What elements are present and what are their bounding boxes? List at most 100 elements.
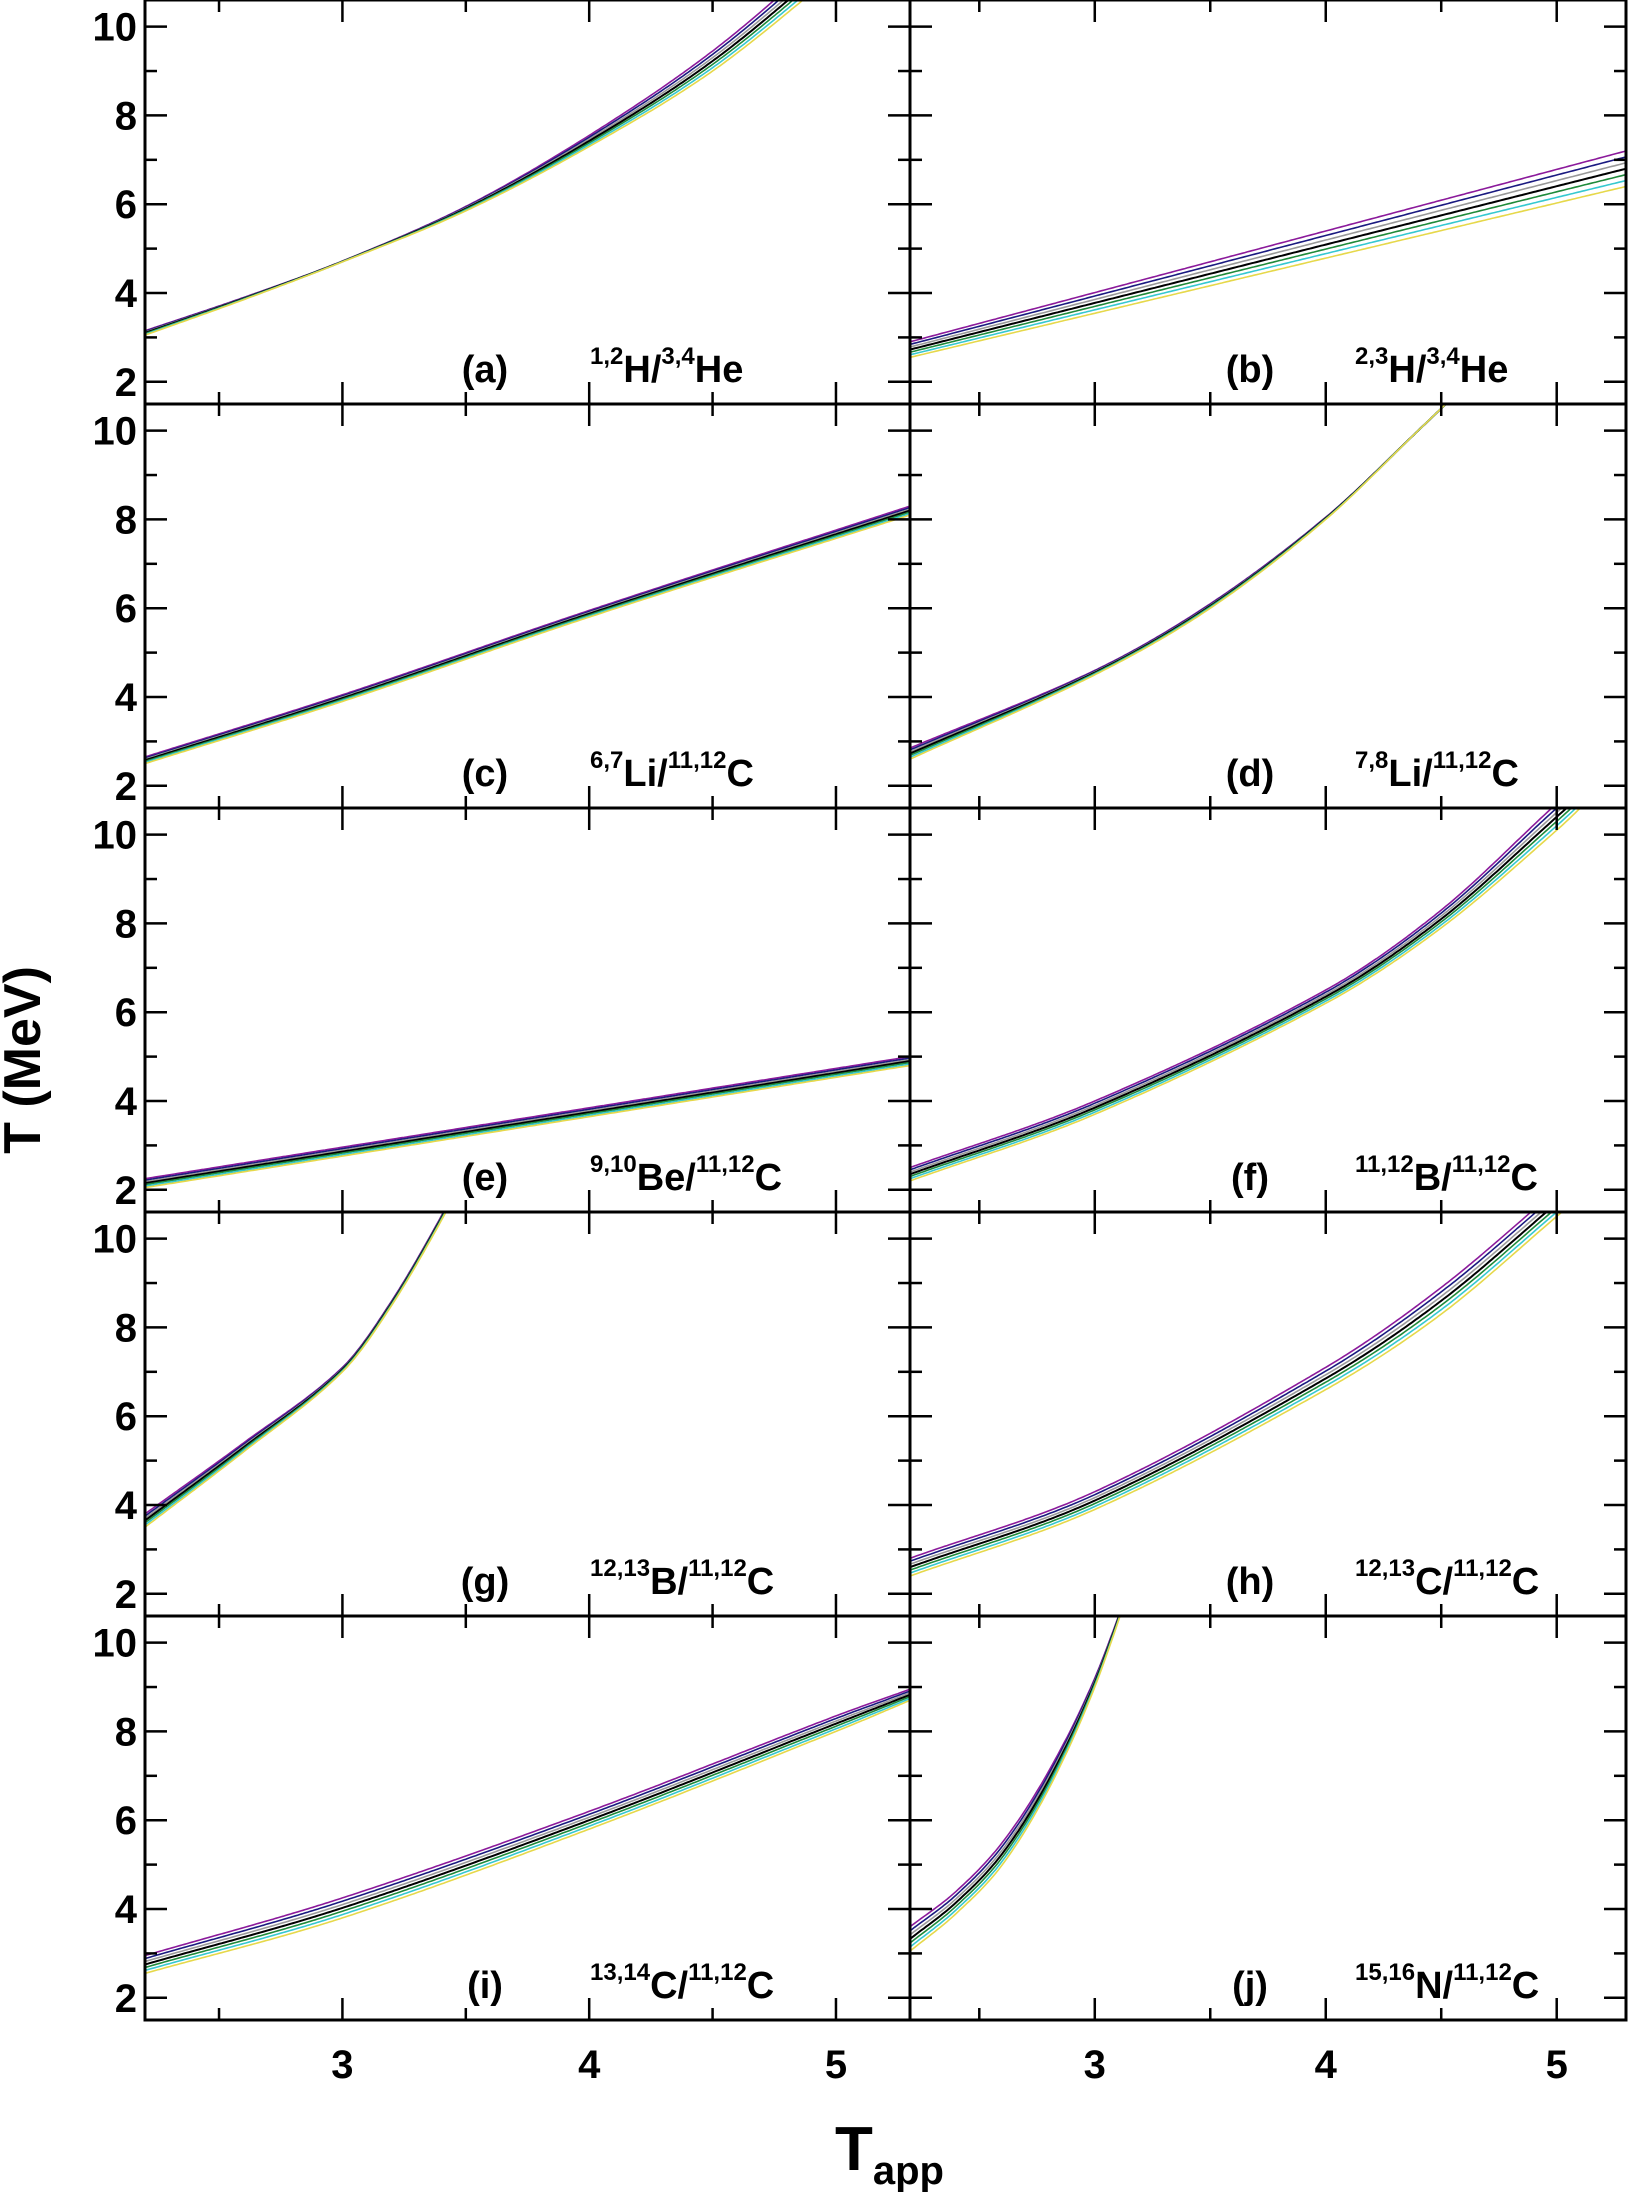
series-curve	[145, 1695, 910, 1969]
ratio-den: C	[726, 753, 753, 795]
series-curve	[910, 185, 1626, 359]
y-tick-label: 2	[115, 1977, 137, 2021]
panel-h: (h) 12,13C/11,12C	[908, 1210, 1628, 1618]
series-curve	[910, 404, 1447, 759]
ratio-den-sup: 11,12	[1453, 1555, 1512, 1582]
curves	[145, 1212, 447, 1528]
ratio-num-sup: 15,16	[1355, 1959, 1415, 1986]
series-curve	[910, 808, 1578, 1180]
series-curve	[145, 1688, 910, 1957]
series-curve	[145, 1697, 910, 1972]
ratio-num: Be/	[637, 1157, 697, 1199]
panel-tag: (b)	[1226, 349, 1275, 391]
x-tick-label: 5	[825, 2043, 847, 2087]
ratio-num-sup: 1,2	[590, 343, 623, 370]
series-curve	[910, 167, 1626, 351]
series-curve	[145, 1060, 910, 1185]
series-curve	[910, 404, 1448, 749]
curves	[145, 1055, 910, 1189]
x-tick-label: 4	[1315, 2043, 1338, 2087]
series-curve	[145, 1693, 910, 1966]
series-curve	[145, 1064, 910, 1189]
ratio-den: C	[747, 1561, 774, 1603]
y-tick-label: 8	[115, 1306, 137, 1350]
ratio-den-sup: 3,4	[661, 343, 695, 370]
series-curve	[145, 1690, 910, 1960]
panel-tag: (c)	[462, 753, 508, 795]
curves	[910, 1212, 1564, 1577]
curves	[145, 505, 910, 765]
ratio-den-sup: 11,12	[688, 1555, 747, 1582]
panel-ratio-label: 7,8Li/11,12C	[1355, 747, 1519, 795]
y-tick-label: 6	[115, 587, 137, 631]
panel-ratio-label: 13,14C/11,12C	[590, 1959, 774, 2007]
series-curve	[145, 1212, 447, 1528]
panel-ratio-label: 1,2H/3,4He	[590, 343, 743, 391]
series-curve	[145, 1212, 446, 1522]
series-curve	[145, 512, 910, 764]
y-tick-label: 8	[115, 94, 137, 138]
ratio-den: C	[1491, 753, 1518, 795]
series-curve	[910, 1616, 1121, 1952]
x-axis-label-subscript: app	[873, 2149, 944, 2192]
y-tick-label: 4	[115, 676, 138, 720]
series-curve	[145, 511, 910, 763]
y-tick-label: 10	[93, 1218, 138, 1262]
ratio-num-sup: 9,10	[590, 1151, 637, 1178]
series-curve	[910, 1212, 1548, 1569]
ratio-num: B/	[650, 1561, 688, 1603]
y-tick-label: 8	[115, 498, 137, 542]
ratio-den-sup: 3,4	[1426, 343, 1460, 370]
y-tick-label: 10	[93, 814, 138, 858]
panel-c: 2 4 6 8 10 (c) 6,7Li/11,12C	[93, 402, 912, 810]
panel-frame	[143, 1210, 912, 1618]
series-curve	[145, 509, 910, 762]
series-curve	[910, 1616, 1120, 1936]
panel-ratio-label: 2,3H/3,4He	[1355, 343, 1508, 391]
panel-frame	[143, 806, 912, 1214]
panel-ratio-label: 15,16N/11,12C	[1355, 1959, 1539, 2007]
series-curve	[145, 0, 805, 336]
panel-ratio-label: 11,12B/11,12C	[1355, 1151, 1538, 1199]
panel-i: 2 4 6 8 10 3 4 5 (i) 13,14C/11,12C	[93, 1614, 912, 2087]
ratio-num-sup: 7,8	[1355, 747, 1388, 774]
ratio-num: H/	[623, 349, 661, 391]
series-curve	[910, 1212, 1543, 1565]
ratio-num: N/	[1415, 1965, 1453, 2007]
ratio-den: C	[755, 1157, 782, 1199]
curves	[910, 808, 1582, 1182]
panel-tag: (h)	[1226, 1561, 1275, 1603]
series-curve	[145, 508, 910, 760]
ratio-num-sup: 12,13	[1355, 1555, 1415, 1582]
series-curve	[145, 1212, 446, 1519]
series-curve	[910, 150, 1626, 343]
x-tick-label: 3	[1084, 2043, 1106, 2087]
x-tick-label: 3	[331, 2043, 353, 2087]
ratio-num: C/	[1415, 1561, 1453, 1603]
panel-ratio-label: 12,13B/11,12C	[590, 1555, 774, 1603]
x-axis-label-main: T	[835, 2115, 873, 2184]
series-curve	[910, 808, 1554, 1169]
ratio-den-sup: 11,12	[688, 1959, 747, 1986]
y-tick-label: 4	[115, 1484, 138, 1528]
panel-ratio-label: 6,7Li/11,12C	[590, 747, 754, 795]
ratio-den-sup: 11,12	[1433, 747, 1492, 774]
curves	[910, 1616, 1121, 1952]
series-curve	[145, 1692, 910, 1963]
series-curve	[145, 1212, 447, 1526]
series-curve	[910, 808, 1573, 1178]
y-tick-label: 2	[115, 361, 137, 405]
curves	[145, 0, 805, 336]
panel-b: (b) 2,3H/3,4He	[908, 0, 1628, 406]
series-curve	[145, 1212, 445, 1515]
panel-d: (d) 7,8Li/11,12C	[908, 402, 1628, 810]
x-axis-label: Tapp	[835, 2115, 944, 2192]
y-tick-label: 2	[115, 765, 137, 809]
series-curve	[910, 404, 1447, 757]
series-curve	[910, 1212, 1564, 1577]
series-curve	[145, 1055, 910, 1180]
panel-ratio-label: 12,13C/11,12C	[1355, 1555, 1539, 1603]
curves	[910, 404, 1448, 760]
series-curve	[910, 404, 1447, 760]
panel-e: 2 4 6 8 10 (e) 9,10Be/11,12C	[93, 806, 912, 1214]
